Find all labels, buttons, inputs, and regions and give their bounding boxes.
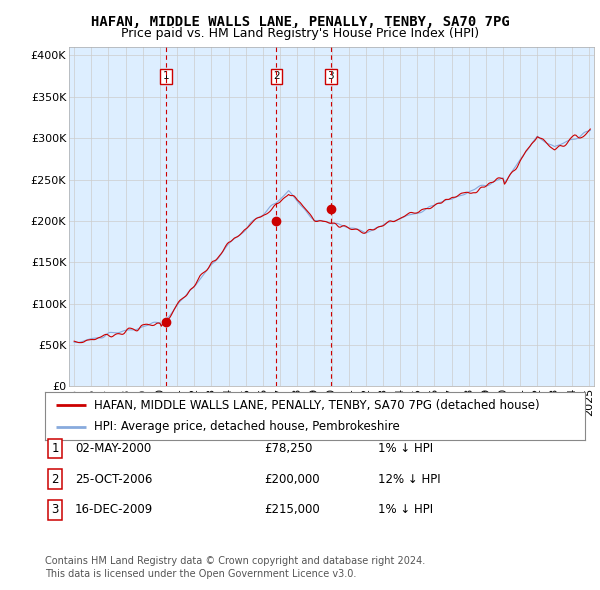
Text: 1: 1	[163, 71, 169, 81]
Text: HPI: Average price, detached house, Pembrokeshire: HPI: Average price, detached house, Pemb…	[94, 420, 400, 433]
Text: 1: 1	[52, 442, 59, 455]
Text: £215,000: £215,000	[264, 503, 320, 516]
Text: £200,000: £200,000	[264, 473, 320, 486]
Text: Contains HM Land Registry data © Crown copyright and database right 2024.
This d: Contains HM Land Registry data © Crown c…	[45, 556, 425, 579]
Text: £78,250: £78,250	[264, 442, 313, 455]
Text: 2: 2	[52, 473, 59, 486]
Text: 1% ↓ HPI: 1% ↓ HPI	[378, 442, 433, 455]
Text: 12% ↓ HPI: 12% ↓ HPI	[378, 473, 440, 486]
Text: Price paid vs. HM Land Registry's House Price Index (HPI): Price paid vs. HM Land Registry's House …	[121, 27, 479, 40]
Text: 1% ↓ HPI: 1% ↓ HPI	[378, 503, 433, 516]
Text: 3: 3	[328, 71, 334, 81]
Text: 25-OCT-2006: 25-OCT-2006	[75, 473, 152, 486]
Text: HAFAN, MIDDLE WALLS LANE, PENALLY, TENBY, SA70 7PG: HAFAN, MIDDLE WALLS LANE, PENALLY, TENBY…	[91, 15, 509, 29]
Text: 3: 3	[52, 503, 59, 516]
Text: 16-DEC-2009: 16-DEC-2009	[75, 503, 153, 516]
Text: 2: 2	[273, 71, 280, 81]
Text: 02-MAY-2000: 02-MAY-2000	[75, 442, 151, 455]
Text: HAFAN, MIDDLE WALLS LANE, PENALLY, TENBY, SA70 7PG (detached house): HAFAN, MIDDLE WALLS LANE, PENALLY, TENBY…	[94, 399, 539, 412]
